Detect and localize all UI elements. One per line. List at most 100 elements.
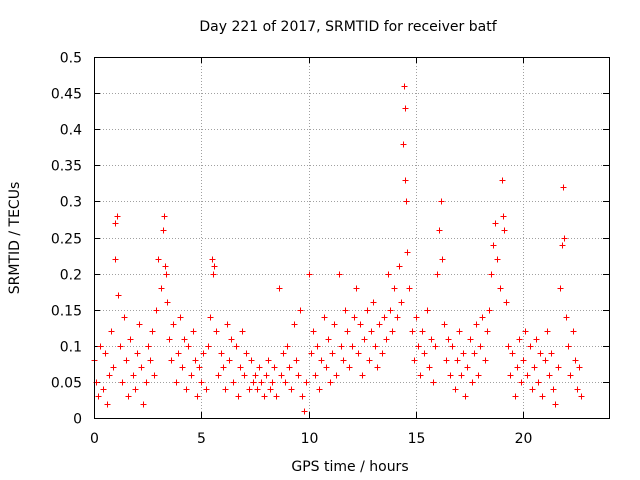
data-point bbox=[211, 263, 218, 270]
data-point bbox=[265, 357, 272, 364]
data-point bbox=[125, 393, 132, 400]
data-point bbox=[527, 343, 534, 350]
x-tick-label: 15 bbox=[408, 431, 426, 447]
data-point bbox=[149, 328, 156, 335]
data-point bbox=[355, 350, 362, 357]
data-point bbox=[97, 343, 104, 350]
data-point bbox=[460, 350, 467, 357]
data-point bbox=[421, 350, 428, 357]
data-point bbox=[361, 336, 368, 343]
data-point bbox=[310, 328, 317, 335]
data-point bbox=[314, 343, 321, 350]
data-point bbox=[163, 271, 170, 278]
data-point bbox=[254, 386, 261, 393]
data-point bbox=[143, 379, 150, 386]
data-point bbox=[351, 314, 358, 321]
data-point bbox=[432, 343, 439, 350]
data-point bbox=[188, 372, 195, 379]
data-point bbox=[207, 314, 214, 321]
data-point bbox=[403, 198, 410, 205]
data-point bbox=[256, 364, 263, 371]
data-point bbox=[401, 83, 408, 90]
data-point bbox=[321, 314, 328, 321]
data-point bbox=[329, 350, 336, 357]
data-point bbox=[346, 364, 353, 371]
data-point bbox=[376, 321, 383, 328]
data-point bbox=[248, 357, 255, 364]
data-point bbox=[261, 393, 268, 400]
data-point bbox=[396, 263, 403, 270]
data-point bbox=[449, 343, 456, 350]
data-point bbox=[572, 357, 579, 364]
data-point bbox=[477, 343, 484, 350]
data-point bbox=[331, 321, 338, 328]
data-point bbox=[411, 357, 418, 364]
data-point bbox=[145, 343, 152, 350]
data-point bbox=[112, 256, 119, 263]
data-point bbox=[325, 336, 332, 343]
data-point bbox=[237, 364, 244, 371]
data-point bbox=[516, 336, 523, 343]
data-point bbox=[391, 285, 398, 292]
data-point bbox=[198, 379, 205, 386]
data-point bbox=[372, 343, 379, 350]
data-point bbox=[200, 350, 207, 357]
data-point bbox=[456, 328, 463, 335]
data-point bbox=[441, 321, 448, 328]
data-point bbox=[490, 242, 497, 249]
data-point bbox=[162, 263, 169, 270]
data-point bbox=[555, 364, 562, 371]
data-point bbox=[436, 227, 443, 234]
x-axis-label: GPS time / hours bbox=[291, 459, 408, 475]
data-point bbox=[263, 372, 270, 379]
data-point bbox=[398, 299, 405, 306]
y-tick-label: 0.5 bbox=[60, 51, 82, 67]
data-point bbox=[565, 343, 572, 350]
data-point bbox=[344, 328, 351, 335]
data-point bbox=[233, 343, 240, 350]
data-point bbox=[520, 357, 527, 364]
data-point bbox=[542, 357, 549, 364]
data-point bbox=[297, 307, 304, 314]
data-point bbox=[507, 372, 514, 379]
data-point bbox=[226, 357, 233, 364]
data-point bbox=[364, 307, 371, 314]
data-point bbox=[402, 105, 409, 112]
y-tick-label: 0.25 bbox=[51, 232, 82, 248]
data-point bbox=[458, 372, 465, 379]
data-point bbox=[484, 328, 491, 335]
data-point bbox=[286, 364, 293, 371]
data-point bbox=[567, 372, 574, 379]
data-point bbox=[379, 350, 386, 357]
data-point bbox=[205, 343, 212, 350]
data-point bbox=[239, 328, 246, 335]
data-point bbox=[482, 357, 489, 364]
data-point bbox=[258, 379, 265, 386]
data-point bbox=[535, 379, 542, 386]
data-point bbox=[574, 386, 581, 393]
data-point bbox=[295, 372, 302, 379]
data-point bbox=[210, 271, 217, 278]
data-point bbox=[185, 343, 192, 350]
data-point bbox=[338, 343, 345, 350]
data-point bbox=[276, 285, 283, 292]
data-point bbox=[548, 350, 555, 357]
data-point bbox=[430, 379, 437, 386]
data-point bbox=[121, 314, 128, 321]
x-tick-label: 20 bbox=[515, 431, 533, 447]
data-point bbox=[462, 393, 469, 400]
chart-title: Day 221 of 2017, SRMTID for receiver bat… bbox=[199, 19, 497, 35]
data-point bbox=[218, 350, 225, 357]
data-point bbox=[130, 372, 137, 379]
data-point bbox=[479, 314, 486, 321]
scatter-points bbox=[91, 83, 585, 415]
data-point bbox=[161, 213, 168, 220]
data-point bbox=[546, 372, 553, 379]
data-point bbox=[196, 364, 203, 371]
data-point bbox=[230, 379, 237, 386]
data-point bbox=[557, 285, 564, 292]
data-point bbox=[359, 372, 366, 379]
y-axis-label: SRMTID / TECUs bbox=[7, 182, 23, 295]
data-point bbox=[394, 314, 401, 321]
data-point bbox=[168, 357, 175, 364]
